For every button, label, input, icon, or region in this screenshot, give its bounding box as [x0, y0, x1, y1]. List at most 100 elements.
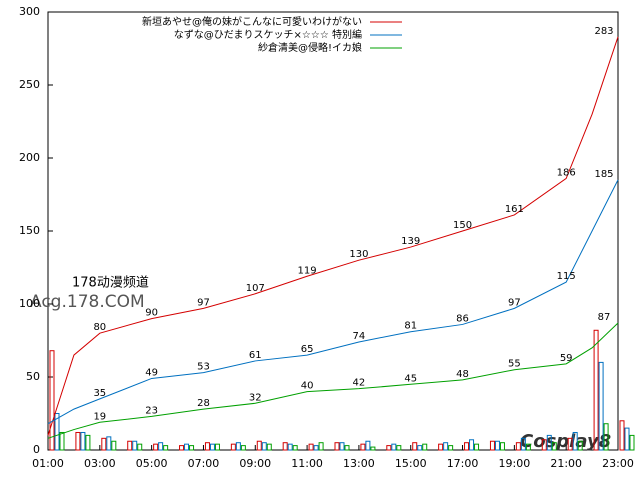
bar: [499, 442, 505, 451]
bar: [396, 445, 402, 451]
x-tick-label: 13:00: [343, 457, 375, 470]
bar: [184, 443, 190, 451]
bar: [443, 442, 449, 451]
bar: [334, 442, 340, 451]
series-line: [47, 36, 619, 436]
bar: [469, 439, 475, 451]
plot-frame: [47, 11, 619, 451]
data-label: 59: [560, 353, 573, 364]
bar: [261, 442, 267, 451]
data-label: 130: [349, 249, 368, 260]
bar: [572, 431, 578, 451]
bar: [318, 442, 324, 451]
data-label: 185: [594, 169, 613, 180]
bar: [75, 431, 81, 451]
data-label: 65: [301, 344, 314, 355]
data-label: 45: [404, 373, 417, 384]
y-tick-label: 100: [19, 297, 40, 310]
bar: [59, 431, 65, 451]
data-label: 53: [197, 362, 210, 373]
y-tick-label: 50: [26, 370, 40, 383]
data-label: 97: [197, 297, 210, 308]
data-label: 61: [249, 350, 262, 361]
legend-label: 新垣あやせ@俺の妹がこんなに可愛いわけがない: [142, 15, 362, 28]
bar: [344, 445, 350, 451]
bar: [603, 423, 609, 451]
bar: [313, 445, 319, 451]
x-tick-label: 01:00: [32, 457, 64, 470]
bar: [546, 434, 552, 451]
data-label: 186: [557, 167, 576, 178]
data-label: 283: [594, 26, 613, 37]
x-tick-label: 17:00: [447, 457, 479, 470]
data-label: 97: [508, 297, 521, 308]
data-label: 107: [246, 283, 265, 294]
bar: [464, 442, 470, 451]
data-label: 81: [404, 321, 417, 332]
bar: [422, 443, 428, 451]
series-line: [47, 322, 619, 439]
bar: [551, 442, 557, 451]
bar: [370, 446, 376, 451]
y-tick-label: 0: [33, 443, 40, 456]
bar: [438, 443, 444, 451]
data-label: 74: [353, 331, 366, 342]
bar: [204, 442, 210, 451]
bar: [127, 440, 133, 451]
bar: [101, 437, 107, 451]
x-tick-label: 03:00: [84, 457, 116, 470]
bar: [417, 445, 423, 451]
bar: [153, 443, 159, 451]
watermark: Acg.178.COM: [30, 292, 145, 312]
bar: [386, 445, 392, 451]
bar: [179, 445, 185, 451]
bar: [541, 439, 547, 451]
bar: [308, 443, 314, 451]
bar: [494, 440, 500, 451]
data-label: 119: [298, 265, 317, 276]
y-tick-label: 250: [19, 78, 40, 91]
x-tick-label: 05:00: [136, 457, 168, 470]
bar: [391, 443, 397, 451]
series-line: [47, 179, 619, 425]
bar: [240, 445, 246, 451]
x-tick-label: 07:00: [188, 457, 220, 470]
data-label: 40: [301, 381, 314, 392]
data-label: 48: [456, 369, 469, 380]
bar: [598, 361, 604, 451]
legend-label: 紗倉清美@侵略!イカ娘: [258, 41, 362, 54]
x-tick-label: 15:00: [395, 457, 427, 470]
x-tick-label: 23:00: [602, 457, 634, 470]
legend-label: なずな@ひだまりスケッチ×☆☆☆ 特別編: [174, 28, 362, 41]
bar: [412, 442, 418, 451]
data-label: 115: [557, 271, 576, 282]
data-label: 23: [145, 405, 158, 416]
data-label: 49: [145, 367, 158, 378]
bar: [282, 442, 288, 451]
bar: [106, 436, 112, 451]
data-label: 86: [456, 313, 469, 324]
bar: [85, 434, 91, 451]
data-label: 87: [598, 312, 611, 323]
data-label: 28: [197, 398, 210, 409]
bar: [619, 420, 625, 451]
data-label: 139: [401, 236, 420, 247]
bar: [624, 427, 630, 451]
y-tick-label: 200: [19, 151, 40, 164]
bar: [49, 350, 55, 451]
bar: [287, 443, 293, 451]
x-tick-label: 11:00: [291, 457, 323, 470]
bar: [209, 443, 215, 451]
x-tick-label: 19:00: [499, 457, 531, 470]
bar: [567, 437, 573, 451]
bar: [292, 445, 298, 451]
data-label: 55: [508, 359, 521, 370]
bar: [489, 440, 495, 451]
x-tick-label: 09:00: [239, 457, 271, 470]
bar: [158, 442, 164, 451]
data-label: 150: [453, 220, 472, 231]
bar: [230, 443, 236, 451]
bar: [132, 440, 138, 451]
bar: [235, 442, 241, 451]
